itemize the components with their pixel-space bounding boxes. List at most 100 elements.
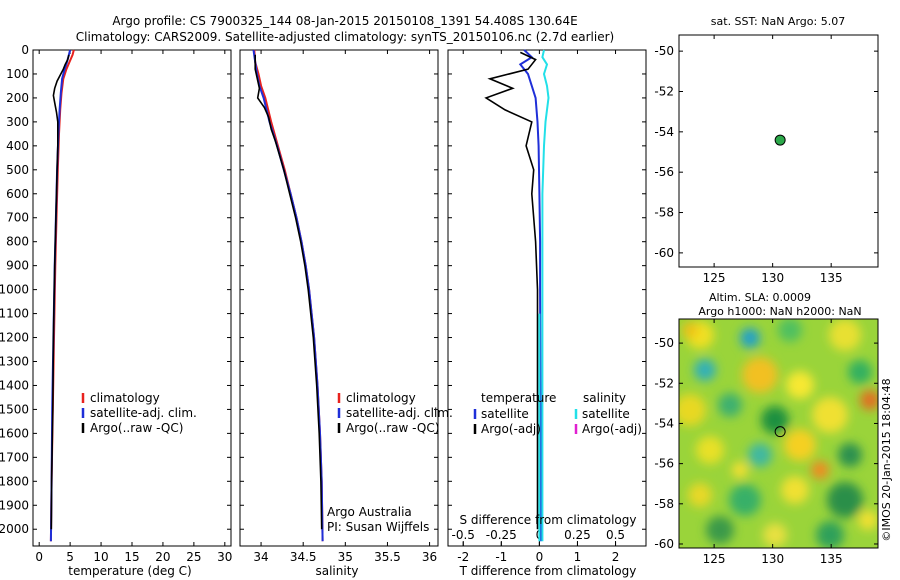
sla-blob (838, 443, 862, 467)
depth-tick-label: 400 (6, 139, 29, 153)
legend-label: Argo(-adj) (582, 422, 642, 436)
temperature-series (49, 49, 75, 542)
depth-tick-label: 1900 (0, 498, 29, 512)
salinity-depth-ticks (240, 49, 438, 530)
x-tick-label: 0 (536, 550, 544, 564)
sla-map-marks (774, 426, 786, 438)
lon-tick-label: 135 (820, 271, 843, 285)
legend-label: Argo(..raw -QC) (90, 421, 183, 435)
x-tick-label: 36 (422, 550, 437, 564)
difference-axes-frame (447, 49, 647, 547)
salinity-series (252, 49, 324, 542)
legend-title-salinity: salinity (583, 391, 626, 405)
legend-label: Argo(..raw -QC) (346, 421, 439, 435)
argo-location-marker (774, 134, 786, 146)
depth-tick-label: 1000 (0, 283, 29, 297)
depth-tick-label: 1700 (0, 450, 29, 464)
t-difference-xlabel: T difference from climatology (459, 564, 637, 578)
series-line-climatology (253, 49, 324, 542)
s-tick-label: -0.25 (486, 528, 517, 542)
depth-tick-label: 900 (6, 259, 29, 273)
lat-tick-label: -56 (654, 165, 674, 179)
x-tick-label: -1 (495, 550, 507, 564)
sst-lat-ticks: -50 -52 -54 -56 -58 -60 (654, 44, 878, 260)
sla-blobs (679, 319, 878, 548)
series-line-argo-raw-qc- (50, 54, 70, 530)
depth-tick-label: 1100 (0, 307, 29, 321)
depth-tick-label: 2000 (0, 522, 29, 536)
s-tick-label: 0.25 (564, 528, 591, 542)
x-tick-label: 25 (186, 550, 201, 564)
legend-label: climatology (90, 391, 160, 405)
depth-tick-label: 500 (6, 163, 29, 177)
lat-tick-label: -50 (654, 336, 674, 350)
lon-tick-label: 130 (761, 271, 784, 285)
sst-map-title: sat. SST: NaN Argo: 5.07 (711, 15, 845, 28)
difference-series (484, 49, 550, 542)
lon-tick-label: 130 (761, 552, 784, 566)
series-line-salinity-satellite (541, 49, 550, 542)
legend-label: satellite (481, 407, 529, 421)
temperature-panel: 0100200300400500600700800900100011001200… (0, 43, 232, 578)
sla-title-line-2: Argo h1000: NaN h2000: NaN (698, 305, 861, 318)
sla-blob (740, 328, 760, 348)
salinity-axes-frame (239, 49, 439, 547)
x-tick-label: 10 (93, 550, 108, 564)
sla-title-line-1: Altim. SLA: 0.0009 (709, 291, 811, 304)
legend-label: Argo(-adj) (481, 422, 541, 436)
lon-tick-label: 135 (820, 552, 843, 566)
sst-lon-ticks: 125 130 135 (703, 35, 843, 285)
x-tick-label: 1 (574, 550, 582, 564)
legend-title-temperature: temperature (481, 391, 556, 405)
sla-blob (732, 462, 748, 478)
legend-label: satellite-adj. clim. (346, 406, 453, 420)
x-tick-label: 2 (612, 550, 620, 564)
sst-map-marks (774, 134, 786, 146)
lat-tick-label: -54 (654, 416, 674, 430)
salinity-panel: 34 34.5 35 35.5 36 climatologysatellite-adj.… (239, 49, 453, 578)
sla-blob (748, 443, 772, 467)
sla-blob (742, 357, 778, 393)
lat-tick-label: -60 (654, 246, 674, 260)
sla-blob (848, 360, 872, 384)
sla-blob (811, 461, 829, 479)
lon-tick-label: 125 (703, 271, 726, 285)
depth-tick-label: 0 (21, 43, 29, 57)
depth-tick-label: 1200 (0, 331, 29, 345)
sla-blob (679, 394, 706, 426)
x-tick-label: 34 (253, 550, 268, 564)
depth-ticks: 0 100 200 300 400 500 600 700 800 900 1000 1100 1200… (0, 43, 231, 536)
s-difference-label: S difference from climatology (460, 513, 637, 527)
sla-blob (718, 393, 742, 417)
sla-heatmap (679, 319, 878, 548)
salinity-ticks: 34 34.5 35 35.5 36 (253, 50, 437, 564)
sla-blob (786, 371, 814, 399)
sla-blob (696, 436, 724, 464)
x-tick-label: 5 (66, 550, 74, 564)
depth-tick-label: 1400 (0, 378, 29, 392)
x-tick-label: 0 (35, 550, 43, 564)
x-tick-label: 15 (124, 550, 139, 564)
lat-tick-label: -60 (654, 537, 674, 551)
depth-tick-label: 1500 (0, 402, 29, 416)
sla-blob (706, 516, 734, 544)
series-line-satellite-adj-clim- (252, 49, 324, 542)
s-tick-label: -0.5 (452, 528, 475, 542)
credit-line-2: PI: Susan Wijffels (327, 520, 429, 534)
s-tick-label: 0.5 (606, 528, 625, 542)
depth-tick-label: 600 (6, 187, 29, 201)
depth-tick-label: 800 (6, 235, 29, 249)
series-line-temperature-satellite (518, 49, 542, 542)
temperature-ticks: 0 5 10 15 20 25 30 (35, 50, 232, 564)
x-tick-label: 30 (217, 550, 232, 564)
sla-blob (858, 510, 878, 530)
x-tick-label: 20 (155, 550, 170, 564)
sla-lat-ticks: -50 -52 -54 -56 -58 -60 (654, 336, 878, 551)
difference-depth-ticks (448, 49, 646, 530)
sla-blob (816, 521, 844, 548)
title-line-2: Climatology: CARS2009. Satellite-adjuste… (76, 30, 614, 44)
legend-label: climatology (346, 391, 416, 405)
title-line-1: Argo profile: CS 7900325_144 08-Jan-2015… (112, 14, 577, 28)
sla-blob (812, 397, 848, 433)
